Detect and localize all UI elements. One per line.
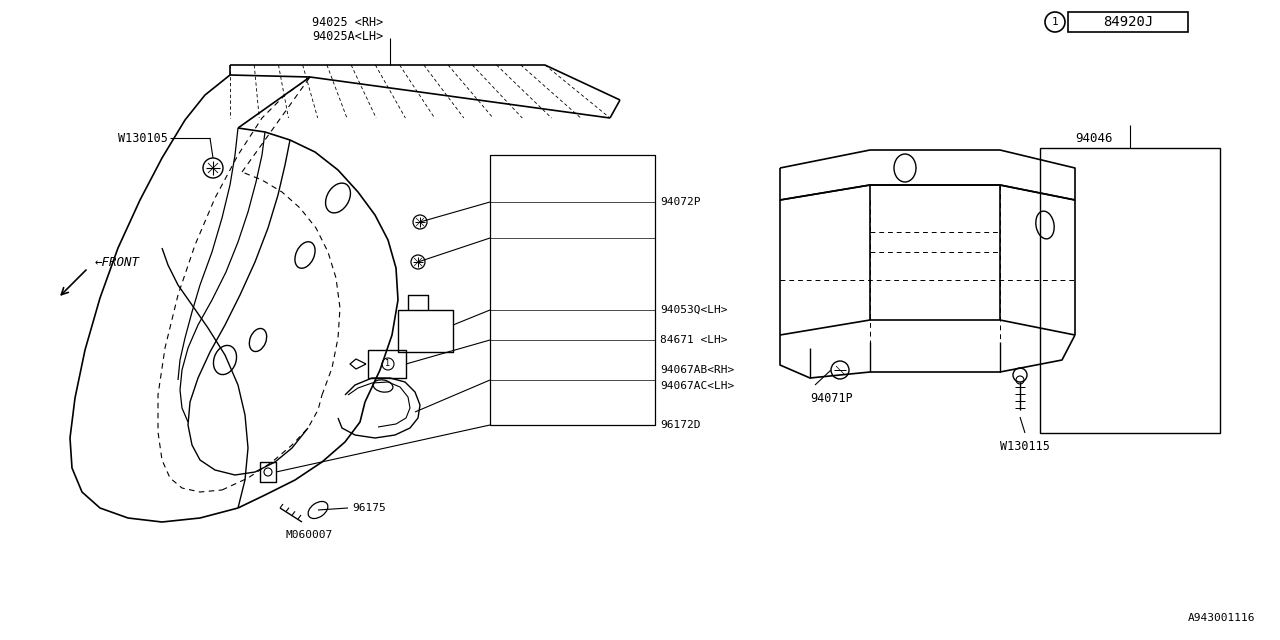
Bar [1068, 12, 1188, 32]
Text: W130105: W130105 [118, 131, 168, 145]
Text: 94072P: 94072P [660, 197, 700, 207]
Text: 96175: 96175 [352, 503, 385, 513]
Text: ←FRONT: ←FRONT [95, 255, 140, 269]
Text: 94067AC<LH>: 94067AC<LH> [660, 381, 735, 391]
Text: W130115: W130115 [1000, 440, 1050, 454]
Text: 94046: 94046 [1075, 131, 1112, 145]
Text: 84920J: 84920J [1103, 15, 1153, 29]
Text: 94067AB<RH>: 94067AB<RH> [660, 365, 735, 375]
Text: 94071P: 94071P [810, 392, 852, 404]
Bar [1039, 148, 1220, 433]
Text: A943001116: A943001116 [1188, 613, 1254, 623]
Text: M060007: M060007 [285, 530, 333, 540]
Text: 84671 <LH>: 84671 <LH> [660, 335, 727, 345]
Text: 94025 <RH>: 94025 <RH> [312, 15, 383, 29]
Text: 94053Q<LH>: 94053Q<LH> [660, 305, 727, 315]
Text: 1: 1 [1052, 17, 1059, 27]
Text: 94025A<LH>: 94025A<LH> [312, 31, 383, 44]
Text: 96172D: 96172D [660, 420, 700, 430]
Text: 1: 1 [385, 360, 390, 369]
